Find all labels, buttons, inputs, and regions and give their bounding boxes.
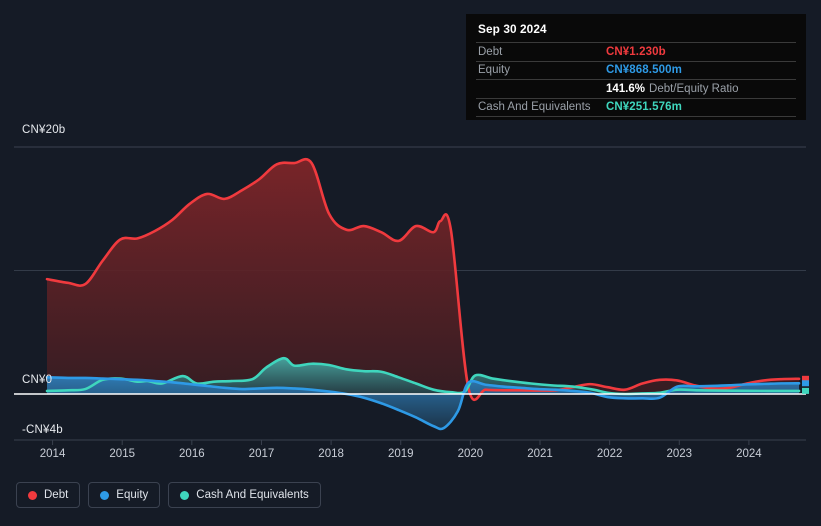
- legend-item-equity[interactable]: Equity: [88, 482, 161, 508]
- x-axis-tick-2021: 2021: [527, 448, 553, 460]
- dot-icon: [28, 490, 37, 500]
- tooltip-date: Sep 30 2024: [478, 22, 547, 36]
- x-axis-tick-2016: 2016: [179, 448, 205, 460]
- x-axis-tick-2022: 2022: [596, 448, 623, 460]
- series-line-cash-and-equivalents: [45, 356, 801, 396]
- series-line-equity: [45, 376, 801, 431]
- tooltip-ratio-value: 141.6%: [606, 82, 646, 95]
- x-axis-tick-2015: 2015: [109, 448, 135, 460]
- end-marker: [802, 375, 809, 382]
- legend-label: Debt: [44, 489, 69, 501]
- tooltip-cash-value: CN¥251.576m: [606, 101, 682, 114]
- dot-icon: [180, 490, 190, 500]
- x-axis-tick-2014: 2014: [39, 448, 66, 460]
- y-axis-label-top: CN¥20b: [22, 124, 66, 136]
- x-axis-tick-2019: 2019: [387, 448, 414, 460]
- tooltip-equity-value: CN¥868.500m: [606, 64, 682, 77]
- tooltip-ratio-label: Debt/Equity Ratio: [649, 82, 739, 95]
- tooltip-row-cash: Cash And Equivalents CN¥251.576m: [476, 97, 796, 117]
- tooltip-cash-label: Cash And Equivalents: [478, 101, 591, 114]
- tooltip-debt-label: Debt: [478, 45, 503, 58]
- end-marker: [802, 387, 809, 394]
- plot-svg: [14, 146, 809, 445]
- tooltip-row-ratio: 141.6% Debt/Equity Ratio: [476, 79, 796, 98]
- tooltip-row-debt: Debt CN¥1.230b: [476, 42, 796, 61]
- y-axis-label-bottom: -CN¥4b: [22, 424, 63, 436]
- data-tooltip: Sep 30 2024 Debt CN¥1.230b Equity CN¥868…: [466, 14, 806, 120]
- x-axis-tick-2017: 2017: [248, 448, 275, 460]
- chart-legend: Debt Equity Cash And Equivalents: [16, 482, 321, 508]
- series-line-debt: [45, 157, 801, 402]
- legend-item-cash-and-equivalents[interactable]: Cash And Equivalents: [168, 482, 321, 508]
- x-axis-tick-2018: 2018: [318, 448, 344, 460]
- dot-icon: [100, 490, 110, 500]
- plot-area: [14, 146, 809, 445]
- end-marker: [802, 380, 809, 387]
- x-axis-tick-2024: 2024: [736, 448, 762, 460]
- legend-label: Cash And Equivalents: [196, 489, 309, 501]
- x-axis-tick-2023: 2023: [666, 448, 693, 460]
- tooltip-debt-value: CN¥1.230b: [606, 45, 666, 58]
- legend-item-debt[interactable]: Debt: [16, 482, 81, 508]
- legend-label: Equity: [116, 489, 149, 501]
- series-area-equity: [47, 377, 800, 430]
- tooltip-equity-label: Equity: [478, 64, 510, 77]
- series-area-cash-and-equivalents: [47, 358, 800, 395]
- tooltip-row-equity: Equity CN¥868.500m: [476, 60, 796, 80]
- series-area-debt: [47, 159, 800, 400]
- x-axis-tick-2020: 2020: [457, 448, 484, 460]
- y-axis-label-zero: CN¥0: [22, 374, 53, 386]
